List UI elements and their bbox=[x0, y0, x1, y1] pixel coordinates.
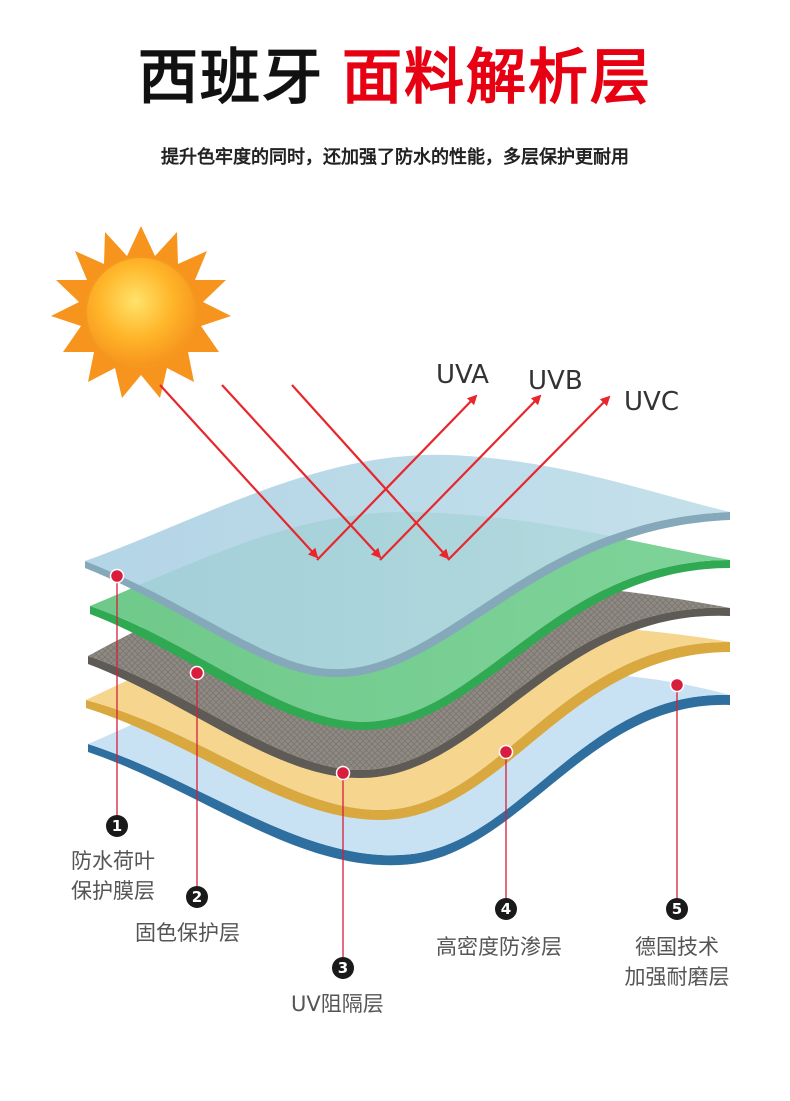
layer-5-label: 德国技术 加强耐磨层 bbox=[612, 932, 742, 992]
uv-arrows bbox=[159, 384, 611, 561]
marker-dot-5 bbox=[669, 677, 685, 693]
title-part2: 面料解析层 bbox=[342, 43, 652, 113]
subtitle: 提升色牢度的同时，还加强了防水的性能，多层保护更耐用 bbox=[161, 147, 629, 168]
layer-3-number: 3 bbox=[332, 957, 354, 979]
title-part1: 西班牙 bbox=[138, 43, 324, 113]
marker-dot-3 bbox=[335, 765, 351, 781]
layer-5-abrasion bbox=[88, 694, 730, 866]
layer-2-number: 2 bbox=[186, 886, 208, 908]
layer-1-label-line2: 保护膜层 bbox=[71, 879, 155, 903]
layer-5-label-line2: 加强耐磨层 bbox=[624, 965, 730, 989]
leader-lines bbox=[116, 576, 678, 957]
uvc-label: UVC bbox=[624, 387, 679, 417]
layer-5-label-line1: 德国技术 bbox=[635, 935, 719, 959]
marker-dot-2 bbox=[189, 665, 205, 681]
layer-4-number: 4 bbox=[495, 898, 517, 920]
layer-5-number: 5 bbox=[666, 898, 688, 920]
marker-dot-1 bbox=[109, 568, 125, 584]
layer-2-color-fix bbox=[90, 560, 730, 731]
sun-icon bbox=[51, 226, 231, 398]
page-title: 西班牙 面料解析层 bbox=[0, 48, 790, 108]
layer-1-label: 防水荷叶 保护膜层 bbox=[71, 846, 155, 906]
layer-3-label: UV阻隔层 bbox=[291, 992, 384, 1016]
layer-3-uv-barrier bbox=[88, 607, 730, 778]
uva-label: UVA bbox=[436, 360, 489, 390]
layer-4-label: 高密度防渗层 bbox=[436, 935, 562, 959]
marker-dot-4 bbox=[498, 744, 514, 760]
marker-dots bbox=[109, 568, 685, 781]
layer-1-number: 1 bbox=[106, 815, 128, 837]
layer-4-high-density bbox=[86, 641, 730, 820]
uvb-label: UVB bbox=[528, 366, 583, 396]
layer-2-label: 固色保护层 bbox=[135, 921, 240, 945]
layer-1-label-line1: 防水荷叶 bbox=[71, 849, 155, 873]
